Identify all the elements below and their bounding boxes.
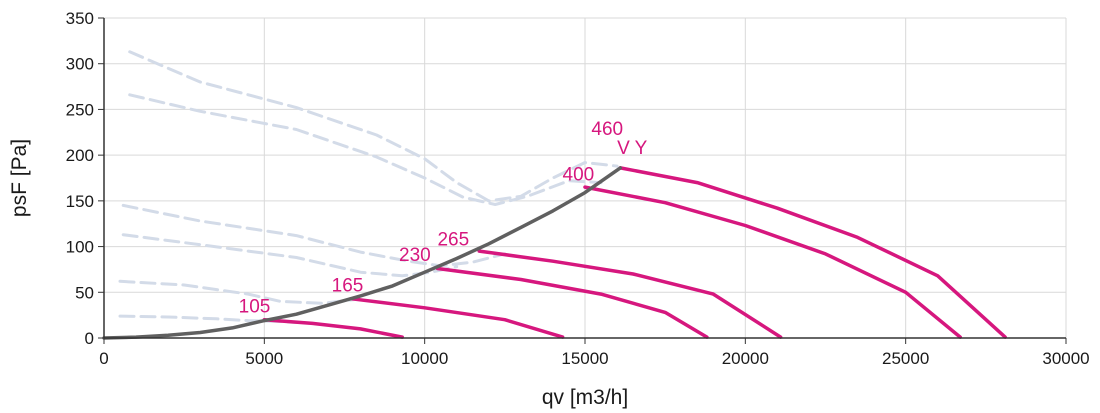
axes: 0 5000 10000 15000 20000 25000 30000 0 50 100 150 2… xyxy=(66,9,1090,368)
limit-curve xyxy=(121,203,507,268)
operating-curve-230 xyxy=(435,266,709,339)
system-curve xyxy=(102,166,623,340)
curve-label: 105 xyxy=(239,296,271,317)
y-tick-label: 300 xyxy=(66,55,94,74)
x-tick-label: 20000 xyxy=(722,349,769,368)
y-tick-label: 100 xyxy=(66,238,94,257)
x-tick-label: 25000 xyxy=(882,349,929,368)
curve-label: 265 xyxy=(437,230,469,251)
curve-label: 460 xyxy=(591,119,623,140)
limit-curve xyxy=(121,233,459,278)
x-tick-label: 0 xyxy=(99,349,108,368)
y-tick-label: 150 xyxy=(66,192,94,211)
y-tick-label: 200 xyxy=(66,146,94,165)
y-tick-label: 250 xyxy=(66,100,94,119)
operating-curve-400 xyxy=(583,185,962,339)
limit-curve xyxy=(118,314,298,324)
y-tick-label: 50 xyxy=(75,283,94,302)
x-tick-label: 10000 xyxy=(401,349,448,368)
operating-curve-105 xyxy=(262,317,404,339)
x-axis-title: qv [m3/h] xyxy=(542,386,628,409)
curve-label: V Y xyxy=(617,138,648,159)
curve-label: 230 xyxy=(399,245,431,266)
curve-label: 165 xyxy=(332,275,364,296)
operating-curve-460-v-y xyxy=(618,166,1007,339)
x-tick-label: 30000 xyxy=(1042,349,1089,368)
limit-curve xyxy=(118,279,356,305)
y-tick-label: 0 xyxy=(85,329,94,348)
operating-curve-265 xyxy=(477,249,783,339)
limit-curve xyxy=(128,93,603,206)
x-tick-label: 15000 xyxy=(561,349,608,368)
curves xyxy=(102,50,1007,340)
x-tick-label: 5000 xyxy=(245,349,283,368)
operating-curve-165 xyxy=(349,296,565,339)
grid xyxy=(104,17,1067,338)
curve-label: 400 xyxy=(563,165,595,186)
y-tick-label: 350 xyxy=(66,9,94,28)
y-axis-title: psF [Pa] xyxy=(8,139,31,217)
limit-curve xyxy=(128,50,619,203)
